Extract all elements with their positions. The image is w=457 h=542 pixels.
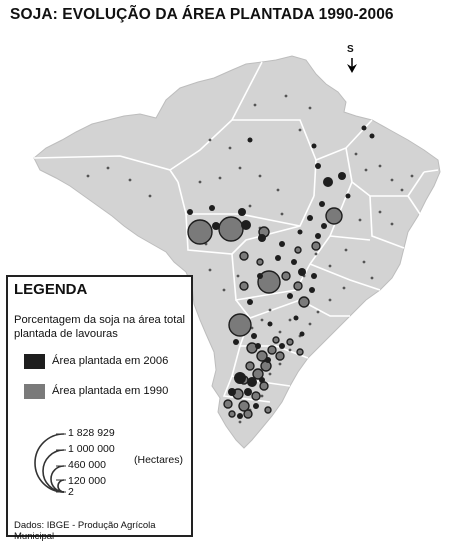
legend-label-1990: Área plantada em 1990 — [52, 385, 169, 397]
size-label-460000: 460 000 — [68, 459, 106, 471]
size-label-2: 2 — [68, 486, 74, 498]
size-scale-circles — [34, 433, 66, 493]
swatch-2006 — [24, 354, 45, 369]
size-label-1000000: 1 000 000 — [68, 443, 115, 455]
legend-title: LEGENDA — [14, 281, 88, 298]
legend-box: LEGENDA Porcentagem da soja na área tota… — [6, 275, 193, 542]
legend-label-2006: Área plantada em 2006 — [52, 355, 169, 367]
map-title: SOJA: EVOLUÇÃO DA ÁREA PLANTADA 1990-200… — [10, 6, 394, 23]
data-source: Dados: IBGE - Produção Agrícola Municipa… — [14, 520, 156, 542]
swatch-1990 — [24, 384, 45, 399]
size-unit-label: (Hectares) — [134, 454, 184, 466]
legend-description: Porcentagem da soja na área total planta… — [14, 314, 186, 340]
size-label-120000: 120 000 — [68, 475, 106, 487]
circles-1990 — [187, 207, 343, 419]
north-label: S — [347, 44, 354, 55]
north-arrow-icon — [347, 58, 357, 73]
circles-2006 — [187, 125, 375, 419]
size-label-1828929: 1 828 929 — [68, 427, 115, 439]
